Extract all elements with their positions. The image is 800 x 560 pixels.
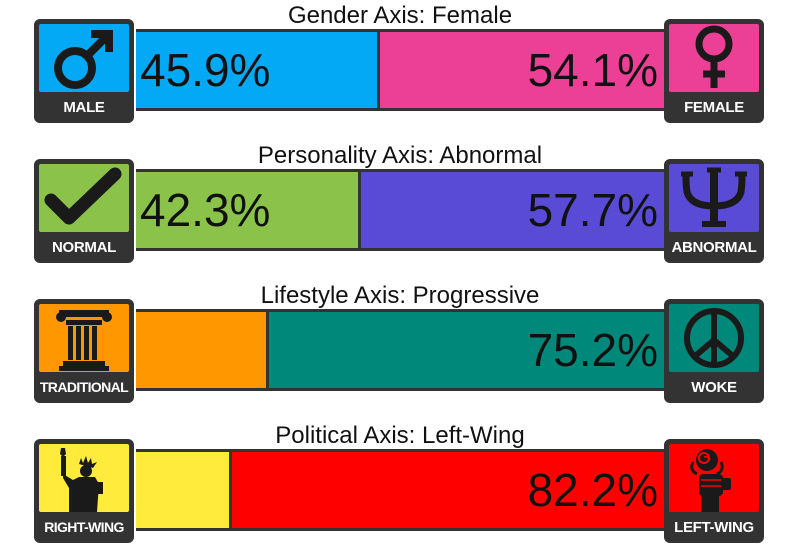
bar-left-segment xyxy=(136,172,358,248)
icon-label: NORMAL xyxy=(51,239,117,256)
female-badge: FEMALE xyxy=(664,19,764,123)
axis-title: Political Axis: Left-Wing xyxy=(275,422,525,449)
statue-of-liberty-icon xyxy=(39,444,129,512)
female-symbol-icon xyxy=(669,24,759,92)
bar-left-segment xyxy=(136,32,377,108)
right-percentage: 57.7% xyxy=(527,184,658,236)
left-percentage: 45.9% xyxy=(140,44,271,96)
male-badge: MALE xyxy=(34,19,134,123)
bar-right-segment xyxy=(361,172,664,248)
icon-label: WOKE xyxy=(691,379,737,396)
woke-badge: WOKE xyxy=(664,299,764,403)
axis-gender: Gender Axis: Female 45.9% 54.1% MALE FEM… xyxy=(0,0,800,140)
icon-label: RIGHT-WING xyxy=(44,519,124,535)
icon-label: FEMALE xyxy=(684,99,744,116)
axis-title: Gender Axis: Female xyxy=(287,2,513,29)
axis-title: Lifestyle Axis: Progressive xyxy=(260,282,540,309)
traditional-badge: TRADITIONAL xyxy=(34,299,134,403)
axis-bar: 42.3% 57.7% xyxy=(136,169,664,251)
axis-bar: 75.2% xyxy=(136,309,664,391)
icon-label: TRADITIONAL xyxy=(39,379,129,395)
icon-label: LEFT-WING xyxy=(674,519,754,536)
icon-label: MALE xyxy=(63,99,105,116)
right-percentage: 54.1% xyxy=(527,44,658,96)
bar-right-segment xyxy=(269,312,664,388)
axis-bar: 45.9% 54.1% xyxy=(136,29,664,111)
male-symbol-icon xyxy=(39,24,129,92)
checkmark-icon xyxy=(39,164,129,232)
axis-bar: 82.2% xyxy=(136,449,664,531)
right-percentage: 75.2% xyxy=(527,324,658,376)
column-icon xyxy=(39,304,129,372)
right-percentage: 82.2% xyxy=(527,464,658,516)
axis-personality: Personality Axis: Abnormal 42.3% 57.7% N… xyxy=(0,140,800,280)
fist-and-rose-icon xyxy=(669,444,759,512)
peace-sign-icon xyxy=(669,304,759,372)
psi-icon xyxy=(669,164,759,232)
axis-title: Personality Axis: Abnormal xyxy=(257,142,543,169)
bar-right-segment xyxy=(380,32,664,108)
axis-political: Political Axis: Left-Wing 82.2% RIGHT-WI… xyxy=(0,420,800,560)
abnormal-badge: ABNORMAL xyxy=(664,159,764,263)
left-wing-badge: LEFT-WING xyxy=(664,439,764,543)
right-wing-badge: RIGHT-WING xyxy=(34,439,134,543)
bar-left-segment xyxy=(136,312,266,388)
bar-right-segment xyxy=(232,452,664,528)
left-percentage: 42.3% xyxy=(140,184,271,236)
icon-label: ABNORMAL xyxy=(671,239,757,256)
axis-lifestyle: Lifestyle Axis: Progressive 75.2% TRADIT… xyxy=(0,280,800,420)
normal-badge: NORMAL xyxy=(34,159,134,263)
bar-left-segment xyxy=(136,452,229,528)
